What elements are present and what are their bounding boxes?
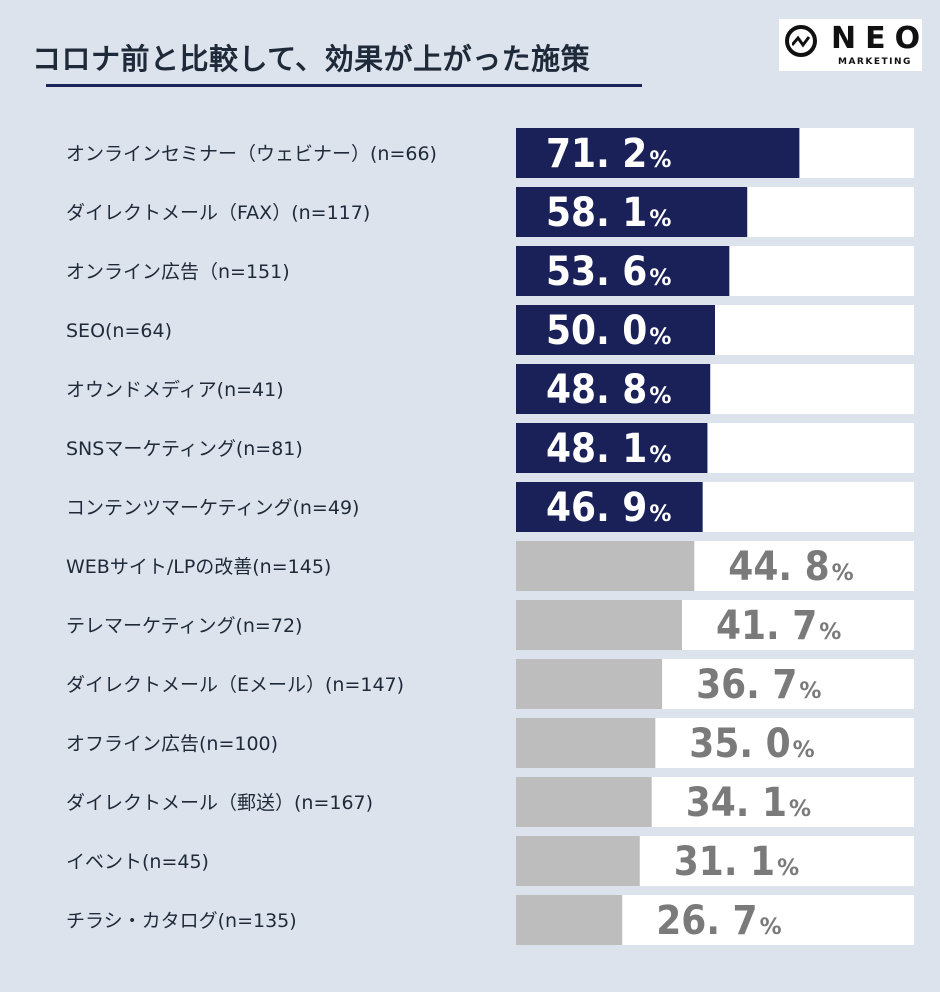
- category-label: チラシ・カタログ(n=135): [66, 910, 297, 932]
- category-label: ダイレクトメール（郵送）(n=167): [66, 792, 373, 814]
- bar: [516, 718, 656, 768]
- data-label: 58. 1%: [546, 190, 671, 236]
- data-label: 53. 6%: [546, 249, 671, 295]
- data-label: 48. 1%: [546, 426, 671, 472]
- data-label: 44. 8%: [728, 544, 853, 590]
- bar: [516, 364, 711, 414]
- bar-row: ダイレクトメール（Eメール）(n=147) 36. 7%: [66, 659, 914, 709]
- bar-row: ダイレクトメール（FAX）(n=117) 58. 1%: [66, 187, 914, 237]
- chart-title: コロナ前と比較して、効果が上がった施策: [32, 42, 591, 76]
- logo-text: NEO: [831, 21, 930, 56]
- data-label: 46. 9%: [546, 485, 671, 531]
- bar-row: オンライン広告（n=151) 53. 6%: [66, 246, 914, 296]
- bar-row: チラシ・カタログ(n=135) 26. 7%: [66, 895, 914, 945]
- bar: [516, 128, 800, 178]
- bar-row: コンテンツマーケティング(n=49) 46. 9%: [66, 482, 914, 532]
- category-label: イベント(n=45): [66, 851, 209, 873]
- data-label: 48. 8%: [546, 367, 671, 413]
- category-label: WEBサイト/LPの改善(n=145): [66, 556, 331, 578]
- logo-subtext: MARKETING: [838, 57, 912, 67]
- bar-row: オウンドメディア(n=41) 48. 8%: [66, 364, 914, 414]
- category-label: テレマーケティング(n=72): [66, 615, 302, 637]
- neo-marketing-logo: NEO MARKETING: [779, 19, 922, 71]
- bar: [516, 187, 748, 237]
- bar: [516, 482, 703, 532]
- bar-row: WEBサイト/LPの改善(n=145) 44. 8%: [66, 541, 914, 591]
- data-label: 34. 1%: [686, 780, 811, 826]
- category-label: コンテンツマーケティング(n=49): [66, 497, 359, 519]
- category-label: オンラインセミナー（ウェビナー）(n=66): [66, 143, 437, 165]
- category-label: ダイレクトメール（Eメール）(n=147): [66, 674, 404, 696]
- bar-row: SNSマーケティング(n=81) 48. 1%: [66, 423, 914, 473]
- data-label: 36. 7%: [696, 662, 821, 708]
- bar-row: SEO(n=64) 50. 0%: [66, 305, 914, 355]
- title-underline: [46, 84, 642, 87]
- data-label: 71. 2%: [546, 131, 671, 177]
- category-label: オウンドメディア(n=41): [66, 379, 284, 401]
- category-label: SEO(n=64): [66, 320, 172, 342]
- bar: [516, 777, 652, 827]
- bar: [516, 541, 695, 591]
- data-label: 31. 1%: [674, 839, 799, 885]
- bar: [516, 600, 682, 650]
- bar: [516, 423, 708, 473]
- data-label: 41. 7%: [716, 603, 841, 649]
- bar: [516, 246, 730, 296]
- bar-row: オフライン広告(n=100) 35. 0%: [66, 718, 914, 768]
- bar-row: オンラインセミナー（ウェビナー）(n=66) 71. 2%: [66, 128, 914, 178]
- category-label: SNSマーケティング(n=81): [66, 438, 303, 460]
- data-label: 50. 0%: [546, 308, 671, 354]
- data-label: 35. 0%: [689, 721, 814, 767]
- category-label: オンライン広告（n=151): [66, 261, 290, 283]
- category-label: ダイレクトメール（FAX）(n=117): [66, 202, 370, 224]
- bar-row: イベント(n=45) 31. 1%: [66, 836, 914, 886]
- bar-row: ダイレクトメール（郵送）(n=167) 34. 1%: [66, 777, 914, 827]
- bar-row: テレマーケティング(n=72) 41. 7%: [66, 600, 914, 650]
- category-label: オフライン広告(n=100): [66, 733, 278, 755]
- bar: [516, 895, 623, 945]
- bar: [516, 305, 715, 355]
- data-label: 26. 7%: [656, 898, 781, 944]
- bar: [516, 659, 663, 709]
- logo-pulse-icon: [785, 25, 817, 57]
- bar: [516, 836, 640, 886]
